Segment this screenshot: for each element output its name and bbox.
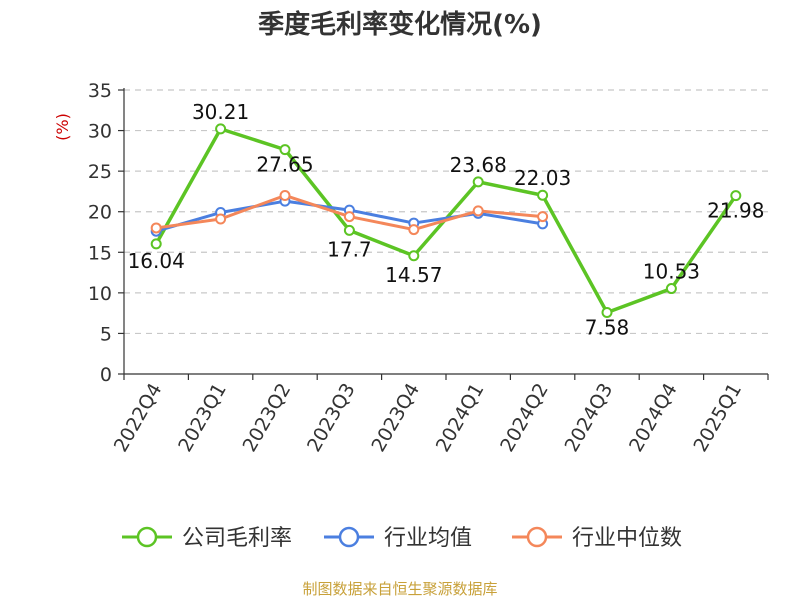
y-tick-label: 35 (88, 80, 112, 102)
legend-item: 行业中位数 (512, 526, 682, 551)
data-point (343, 224, 355, 236)
y-tick-label: 30 (88, 121, 112, 143)
y-tick-label: 20 (88, 202, 112, 224)
y-tick-label: 10 (88, 283, 112, 305)
legend-marker (526, 526, 548, 548)
y-tick-label: 25 (88, 161, 112, 183)
data-point (215, 123, 227, 135)
legend: 公司毛利率 行业均值 行业中位数 (122, 526, 682, 551)
data-point (408, 250, 420, 262)
x-tick-label: 2025Q1 (689, 380, 746, 456)
data-point (279, 189, 291, 201)
data-point (343, 211, 355, 223)
x-tick-label: 2024Q3 (561, 380, 618, 456)
data-point (537, 189, 549, 201)
x-tick-label: 2023Q3 (303, 380, 360, 456)
source-note: 制图数据来自恒生聚源数据库 (302, 580, 498, 598)
y-tick-label: 5 (100, 323, 112, 345)
data-label: 23.68 (450, 153, 507, 177)
data-point (215, 213, 227, 225)
data-point (472, 176, 484, 188)
legend-label: 行业均值 (384, 526, 472, 551)
x-tick-label: 2024Q2 (496, 380, 553, 456)
y-axis-label: (%) (53, 113, 72, 141)
x-tick-label: 2023Q4 (367, 380, 424, 456)
legend-marker (136, 526, 158, 548)
chart-title: 季度毛利率变化情况(%) (258, 10, 542, 40)
data-point (665, 283, 677, 295)
series-layer (150, 123, 742, 318)
data-label: 21.98 (707, 199, 764, 223)
data-label: 7.58 (585, 315, 630, 339)
legend-item: 公司毛利率 (122, 526, 292, 551)
y-tick-label: 15 (88, 242, 112, 264)
data-point (150, 238, 162, 250)
data-point (537, 211, 549, 223)
x-tick-label: 2024Q4 (625, 380, 682, 456)
data-point (601, 306, 613, 318)
x-tick-label: 2023Q1 (174, 380, 231, 456)
data-point (279, 144, 291, 156)
data-point (472, 205, 484, 217)
legend-label: 公司毛利率 (182, 526, 292, 551)
legend-label: 行业中位数 (572, 526, 682, 551)
data-point (408, 224, 420, 236)
series-3 (150, 189, 549, 236)
data-labels: 16.04 30.21 27.65 17.7 14.57 23.68 22.03 7.58 10… (128, 100, 765, 340)
data-label: 16.04 (128, 249, 185, 273)
data-label: 17.7 (327, 237, 372, 261)
x-tick-label: 2022Q4 (110, 380, 167, 456)
data-label: 30.21 (192, 100, 249, 124)
legend-marker (338, 526, 360, 548)
y-tick-label: 0 (100, 364, 112, 386)
x-tick-label: 2024Q1 (432, 380, 489, 456)
data-label: 22.03 (514, 166, 571, 190)
x-tick-label: 2023Q2 (239, 380, 296, 456)
data-point (730, 190, 742, 202)
grid-lines (124, 89, 768, 335)
data-point (150, 222, 162, 234)
data-label: 14.57 (385, 263, 442, 287)
data-label: 10.53 (643, 260, 700, 284)
data-label: 27.65 (256, 153, 313, 177)
legend-item: 行业均值 (324, 526, 472, 551)
